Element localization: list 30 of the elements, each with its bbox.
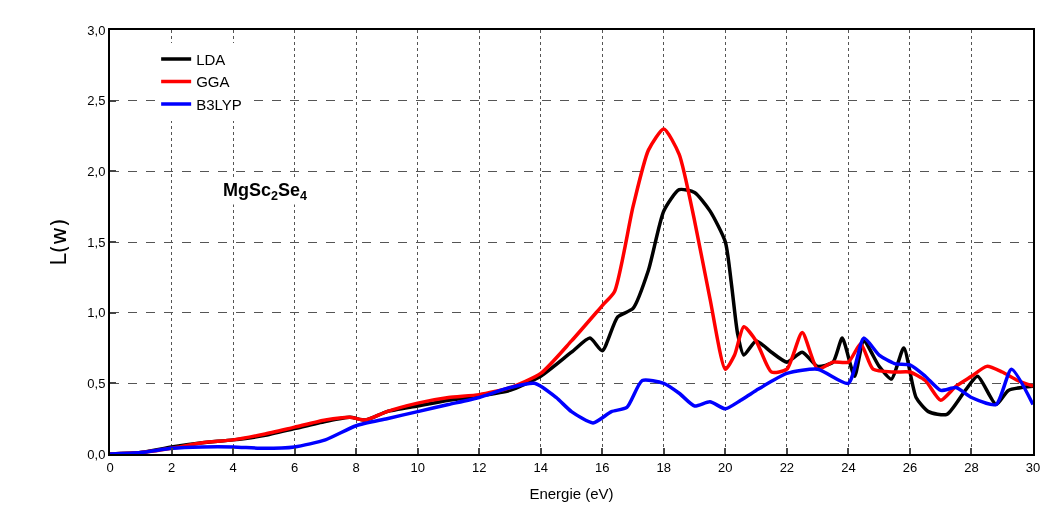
y-axis-title: L(w) xyxy=(45,218,71,266)
x-tick-label: 26 xyxy=(902,459,918,475)
x-tick-label: 12 xyxy=(471,459,487,475)
x-tick-label: 8 xyxy=(352,459,360,475)
x-tick-label: 24 xyxy=(841,459,856,475)
x-tick-label: 6 xyxy=(290,459,299,475)
x-tick-label: 30 xyxy=(1025,459,1041,475)
y-tick-label: 0,5 xyxy=(87,375,106,391)
x-tick-label: 18 xyxy=(656,459,672,475)
y-tick-label: 2,5 xyxy=(87,93,106,109)
x-tick-label: 14 xyxy=(533,459,548,475)
y-tick-label: 0,0 xyxy=(87,446,106,462)
x-tick-label: 20 xyxy=(718,459,733,475)
x-tick-label: 10 xyxy=(410,459,425,475)
annotation: MgSc$_{2}$Se$_{4}$ xyxy=(223,180,308,203)
x-tick-label: 16 xyxy=(595,459,610,475)
y-tick-label: 1,0 xyxy=(87,305,106,321)
line-series xyxy=(110,336,1033,454)
y-tick-label: 2,0 xyxy=(87,163,106,179)
y-tick-label: 1,5 xyxy=(87,234,106,250)
x-tick-label: 4 xyxy=(229,459,237,475)
legend-label: B3LYP xyxy=(196,95,242,113)
y-tick-label: 3,0 xyxy=(87,22,106,38)
x-tick-label: 0 xyxy=(106,459,114,475)
x-axis-title: Energie (eV) xyxy=(529,485,614,503)
x-tick-label: 28 xyxy=(964,459,979,475)
legend-label: GGA xyxy=(196,73,230,91)
legend-label: LDA xyxy=(196,50,226,68)
x-tick-label: 2 xyxy=(167,459,176,475)
x-tick-label: 22 xyxy=(779,459,795,475)
